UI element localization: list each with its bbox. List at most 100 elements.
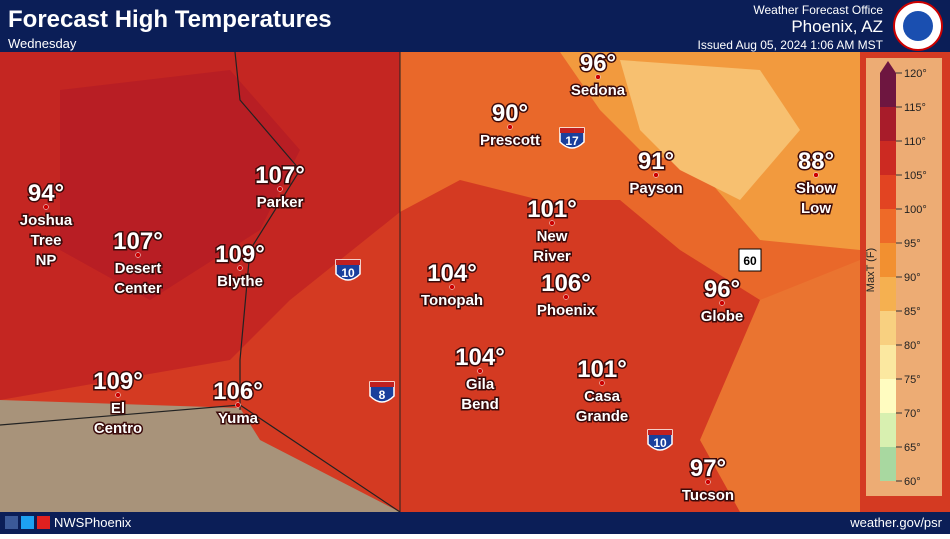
city-dot	[237, 265, 243, 271]
legend-band	[880, 277, 896, 311]
city-dot	[549, 220, 555, 226]
city-name: Desert	[115, 260, 162, 277]
city-dot	[705, 479, 711, 485]
city-name: Grande	[576, 408, 629, 425]
city-name: Blythe	[217, 273, 263, 290]
city-temp: 90°	[492, 100, 528, 127]
legend-band	[880, 141, 896, 175]
city-name: Low	[801, 200, 831, 217]
youtube-icon	[37, 516, 50, 529]
city-name: Payson	[629, 180, 682, 197]
highway-label: 8	[379, 388, 386, 402]
city-temp: 107°	[113, 228, 163, 255]
city-name: New	[537, 228, 568, 245]
legend-tick-label: 70°	[904, 408, 921, 420]
legend-band	[880, 209, 896, 243]
legend-panel	[866, 58, 942, 496]
city-temp: 97°	[690, 455, 726, 482]
city-name: Joshua	[20, 212, 73, 229]
city-temp: 107°	[255, 162, 305, 189]
legend-tick-label: 110°	[904, 136, 926, 148]
region-cool	[620, 60, 800, 200]
legend-tick-label: 65°	[904, 442, 921, 454]
legend-tick-label: 60°	[904, 476, 921, 488]
city-name: Phoenix	[537, 302, 596, 319]
city-name: Bend	[461, 396, 499, 413]
legend-band	[880, 345, 896, 379]
city-temp: 106°	[213, 378, 263, 405]
legend-tick-label: 105°	[904, 170, 927, 182]
city-name: Yuma	[218, 410, 259, 427]
region-se	[700, 260, 860, 512]
legend-tick-label: 90°	[904, 272, 921, 284]
legend-tick-label: 75°	[904, 374, 921, 386]
legend-tick-label: 85°	[904, 306, 921, 318]
state-line	[234, 51, 301, 410]
city-dot	[507, 124, 513, 130]
highway-label: 60	[743, 254, 757, 268]
highway-label: 10	[653, 436, 667, 450]
legend-band	[880, 413, 896, 447]
city-dot	[599, 380, 605, 386]
city-name: River	[533, 248, 571, 265]
city-temp: 104°	[455, 344, 505, 371]
location: Phoenix, AZ	[791, 17, 883, 36]
city-temp: 94°	[28, 180, 64, 207]
handle: NWSPhoenix	[54, 515, 132, 530]
city-name: Center	[114, 280, 162, 297]
city-dot	[719, 300, 725, 306]
facebook-icon	[5, 516, 18, 529]
city-temp: 106°	[541, 270, 591, 297]
highway-label: 17	[565, 134, 579, 148]
interstate-top	[560, 128, 584, 133]
title: Forecast High Temperatures	[8, 6, 332, 33]
header-bar	[0, 0, 950, 52]
city-dot	[135, 252, 141, 258]
city-name: Casa	[584, 388, 621, 405]
city-temp: 101°	[577, 356, 627, 383]
city-temp: 104°	[427, 260, 477, 287]
city-name: Tonopah	[421, 292, 483, 309]
city-dot	[813, 172, 819, 178]
city-dot	[477, 368, 483, 374]
city-name: Tree	[31, 232, 62, 249]
legend-band	[880, 175, 896, 209]
city-temp: 96°	[704, 276, 740, 303]
city-dot	[115, 392, 121, 398]
city-temp: 109°	[93, 368, 143, 395]
city-name: Centro	[94, 420, 142, 437]
issued: Issued Aug 05, 2024 1:06 AM MST	[698, 38, 884, 52]
city-dot	[449, 284, 455, 290]
url: weather.gov/psr	[849, 515, 942, 530]
nws-logo-inner	[903, 11, 933, 41]
region-hottest	[60, 70, 300, 300]
city-temp: 88°	[798, 148, 834, 175]
interstate-top	[370, 382, 394, 387]
city-dot	[595, 74, 601, 80]
city-temp: 91°	[638, 148, 674, 175]
city-name: Show	[796, 180, 836, 197]
legend-tick-label: 100°	[904, 204, 927, 216]
us-shield	[738, 248, 762, 272]
legend-band	[880, 243, 896, 277]
city-dot	[563, 294, 569, 300]
highway-label: 10	[341, 266, 355, 280]
legend-band	[880, 107, 896, 141]
legend-arrow	[880, 61, 896, 73]
city-name: Prescott	[480, 132, 540, 149]
legend-band	[880, 379, 896, 413]
city-dot	[43, 204, 49, 210]
legend-tick-label: 120°	[904, 68, 927, 80]
city-name: Sedona	[571, 82, 626, 99]
mexico	[0, 400, 400, 512]
legend-title: MaxT (F)	[865, 248, 877, 292]
legend-band	[880, 73, 896, 107]
city-temp: 109°	[215, 241, 265, 268]
legend-band	[880, 311, 896, 345]
city-name: Tucson	[682, 487, 734, 504]
interstate-top	[648, 430, 672, 435]
office: Weather Forecast Office	[753, 3, 883, 17]
legend-tick-label: 80°	[904, 340, 921, 352]
twitter-icon	[21, 516, 34, 529]
